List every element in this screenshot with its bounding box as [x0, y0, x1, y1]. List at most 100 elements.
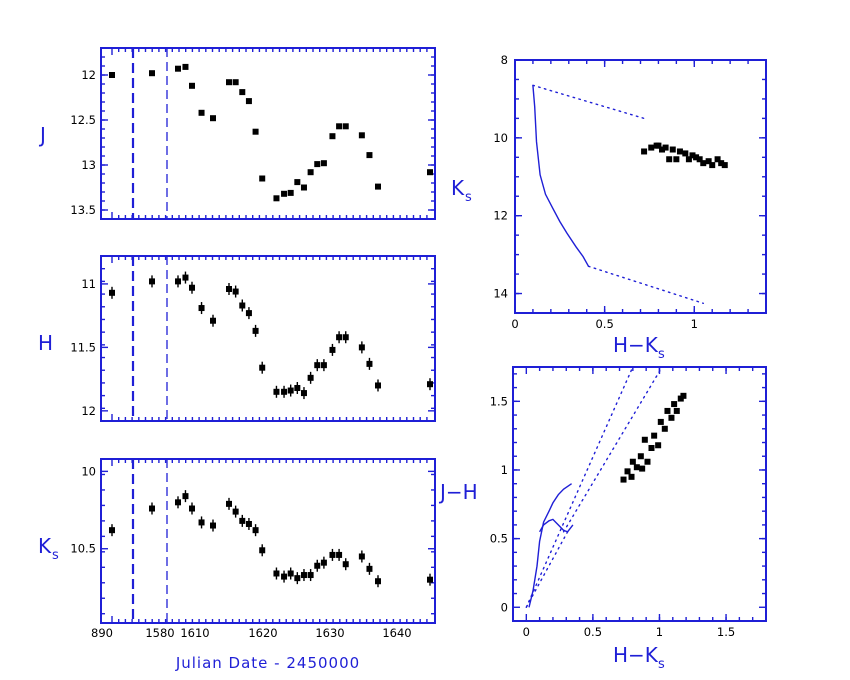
data-point — [705, 158, 712, 165]
data-point — [685, 156, 692, 163]
data-point — [198, 305, 205, 312]
data-point — [210, 522, 216, 529]
data-point — [358, 553, 365, 560]
data-point — [226, 79, 232, 86]
data-point — [149, 70, 155, 77]
y-tick-label: 8 — [501, 53, 508, 67]
data-point — [366, 565, 373, 572]
data-point — [671, 401, 678, 408]
data-point — [232, 79, 239, 86]
panel-h-ticks: 11 11.5 12 — [70, 255, 435, 422]
data-point — [226, 500, 232, 507]
panel-cmd-frame — [514, 59, 767, 314]
data-point — [696, 156, 703, 163]
data-point — [273, 195, 280, 202]
x-tick-label: 0.5 — [595, 317, 613, 331]
data-point — [226, 286, 232, 292]
y-tick-label: 12 — [493, 209, 508, 223]
data-point — [375, 382, 381, 389]
panel-h: H 11 11.5 12 — [38, 255, 436, 422]
data-point — [232, 288, 239, 295]
data-point — [655, 442, 662, 449]
data-point — [320, 362, 327, 369]
y-tick-label: 1 — [501, 463, 508, 477]
data-point — [189, 284, 195, 291]
data-point — [329, 133, 336, 140]
data-point — [629, 458, 636, 465]
panel-ccd-xlabel: H−K — [613, 643, 659, 667]
data-point — [342, 123, 349, 130]
data-point — [689, 152, 696, 159]
data-point — [644, 458, 651, 465]
panel-cmd-ticks: 0 0.5 1 8 10 12 14 — [493, 53, 766, 331]
data-point — [342, 561, 349, 568]
data-point — [287, 189, 294, 196]
data-point — [149, 278, 155, 285]
panel-j-ticks: 12 12.5 13 13.5 — [70, 47, 435, 220]
panel-ccd: 0 0.5 1 1.5 0 0.5 1 1.5 J−H H−K s — [438, 366, 767, 672]
data-point — [239, 89, 246, 96]
panel-j: J 12 12.5 13 13.5 — [38, 47, 436, 220]
y-tick-label: 11.5 — [70, 340, 96, 354]
data-point — [659, 146, 666, 153]
locus-curve — [528, 483, 572, 608]
data-point — [182, 274, 189, 281]
data-point — [189, 505, 195, 512]
data-point — [210, 115, 216, 122]
panel-ccd-ylabel: J−H — [438, 480, 478, 504]
data-point — [648, 144, 655, 151]
x-tick-label: 1620 — [248, 626, 277, 640]
y-tick-label: 11 — [81, 277, 96, 291]
y-tick-label: 0 — [501, 600, 508, 614]
panel-j-frame — [100, 47, 436, 220]
panel-ks-ticks: 10 10.5 — [70, 458, 435, 623]
data-point — [307, 169, 314, 176]
y-tick-label: 14 — [493, 287, 508, 301]
panel-ccd-curves — [525, 366, 663, 608]
data-point — [661, 425, 668, 432]
x-tick-label: 1640 — [382, 626, 411, 640]
data-point — [664, 407, 671, 414]
y-tick-label: 10 — [81, 464, 96, 478]
data-point — [336, 551, 343, 558]
data-point — [714, 156, 721, 163]
y-tick-label: 12 — [81, 68, 96, 82]
data-point — [287, 387, 294, 394]
panel-ks-ylabel-sub: s — [52, 548, 59, 563]
panel-cmd-ylabel-sub: s — [465, 190, 472, 205]
data-point — [281, 573, 288, 580]
data-point — [721, 162, 728, 169]
y-tick-label: 10.5 — [70, 542, 96, 556]
y-tick-label: 1.5 — [490, 394, 508, 408]
data-point — [375, 578, 381, 585]
data-point — [300, 184, 307, 191]
x-tick-label: 0 — [511, 317, 518, 331]
data-point — [624, 468, 631, 475]
lightcurve-x-tick-labels: 890 1580 1610 1620 1630 1640 — [91, 626, 412, 640]
data-point — [175, 499, 181, 506]
panel-cmd: 0 0.5 1 8 10 12 14 K s H−K s — [451, 53, 767, 362]
data-point — [673, 407, 680, 414]
x-tick-label: 1580 — [145, 626, 174, 640]
data-point — [427, 381, 433, 388]
panel-j-marks — [109, 48, 433, 219]
data-point — [320, 559, 327, 566]
panel-ccd-frame — [512, 366, 767, 622]
data-point — [307, 572, 314, 579]
lightcurve-x-label: Julian Date - 2450000 — [175, 654, 360, 672]
data-point — [336, 334, 343, 341]
data-point — [668, 414, 675, 421]
data-point — [329, 551, 336, 558]
reddening-line — [532, 84, 645, 120]
reddening-line — [562, 366, 663, 533]
data-point — [641, 148, 648, 155]
y-tick-label: 12 — [81, 404, 96, 418]
data-point — [281, 388, 288, 395]
panel-ks: K s 10 10.5 — [38, 458, 436, 624]
reddening-line — [525, 531, 569, 608]
data-point — [281, 190, 288, 197]
data-point — [375, 183, 381, 190]
data-point — [287, 570, 294, 577]
panel-ks-ylabel: K — [38, 534, 52, 558]
